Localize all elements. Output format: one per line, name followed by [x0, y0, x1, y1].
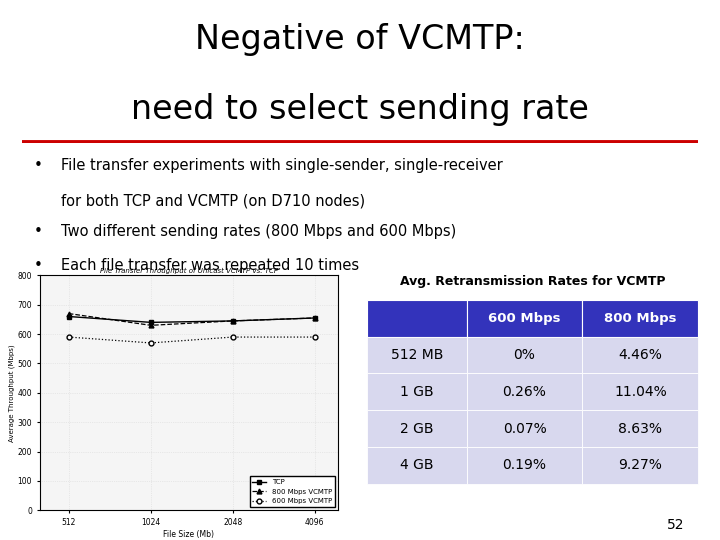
Text: 9.27%: 9.27%: [618, 458, 662, 472]
Bar: [582, 300, 698, 336]
600 Mbps VCMTP: [310, 334, 319, 340]
Text: 800 Mbps: 800 Mbps: [604, 312, 677, 325]
TCP: [65, 313, 73, 320]
Text: Avg. Retransmission Rates for VCMTP: Avg. Retransmission Rates for VCMTP: [400, 275, 665, 288]
Text: •: •: [34, 158, 42, 173]
Text: 1 GB: 1 GB: [400, 385, 433, 399]
Title: File Transfer Throughput of Unicast VCMTP vs. TCP: File Transfer Throughput of Unicast VCMT…: [100, 267, 278, 274]
800 Mbps VCMTP: [65, 310, 73, 317]
600 Mbps VCMTP: [228, 334, 237, 340]
Y-axis label: Average Throughput (Mbps): Average Throughput (Mbps): [8, 344, 14, 442]
Text: 11.04%: 11.04%: [614, 385, 667, 399]
Text: 2 GB: 2 GB: [400, 422, 433, 436]
Bar: [582, 336, 698, 373]
Bar: [367, 410, 467, 447]
800 Mbps VCMTP: [310, 315, 319, 321]
Text: 52: 52: [667, 518, 684, 532]
Bar: [367, 300, 467, 336]
Text: 8.63%: 8.63%: [618, 422, 662, 436]
800 Mbps VCMTP: [146, 322, 155, 328]
800 Mbps VCMTP: [228, 318, 237, 324]
Line: 800 Mbps VCMTP: 800 Mbps VCMTP: [66, 311, 318, 328]
600 Mbps VCMTP: [65, 334, 73, 340]
Bar: [467, 410, 582, 447]
Bar: [582, 447, 698, 484]
Legend: TCP, 800 Mbps VCMTP, 600 Mbps VCMTP: TCP, 800 Mbps VCMTP, 600 Mbps VCMTP: [250, 476, 335, 507]
Text: Two different sending rates (800 Mbps and 600 Mbps): Two different sending rates (800 Mbps an…: [61, 224, 456, 239]
Text: 0%: 0%: [513, 348, 536, 362]
Text: Negative of VCMTP:: Negative of VCMTP:: [195, 23, 525, 56]
Bar: [467, 373, 582, 410]
Text: •: •: [34, 224, 42, 239]
Line: 600 Mbps VCMTP: 600 Mbps VCMTP: [66, 335, 318, 346]
TCP: [146, 319, 155, 326]
Text: need to select sending rate: need to select sending rate: [131, 93, 589, 126]
Text: for both TCP and VCMTP (on D710 nodes): for both TCP and VCMTP (on D710 nodes): [61, 193, 365, 208]
Bar: [367, 373, 467, 410]
Text: 0.07%: 0.07%: [503, 422, 546, 436]
Text: 512 MB: 512 MB: [391, 348, 443, 362]
Bar: [582, 373, 698, 410]
Text: 0.19%: 0.19%: [503, 458, 546, 472]
TCP: [310, 315, 319, 321]
TCP: [228, 318, 237, 324]
Text: •: •: [34, 258, 42, 273]
Text: 0.26%: 0.26%: [503, 385, 546, 399]
600 Mbps VCMTP: [146, 340, 155, 346]
Bar: [467, 336, 582, 373]
Line: TCP: TCP: [66, 314, 318, 325]
Bar: [467, 300, 582, 336]
Text: 4.46%: 4.46%: [618, 348, 662, 362]
X-axis label: File Size (Mb): File Size (Mb): [163, 530, 215, 539]
Bar: [367, 447, 467, 484]
Text: File transfer experiments with single-sender, single-receiver: File transfer experiments with single-se…: [61, 158, 503, 173]
Bar: [367, 336, 467, 373]
Text: Each file transfer was repeated 10 times: Each file transfer was repeated 10 times: [61, 258, 359, 273]
Text: 600 Mbps: 600 Mbps: [488, 312, 561, 325]
Bar: [467, 447, 582, 484]
Text: 4 GB: 4 GB: [400, 458, 433, 472]
Bar: [582, 410, 698, 447]
